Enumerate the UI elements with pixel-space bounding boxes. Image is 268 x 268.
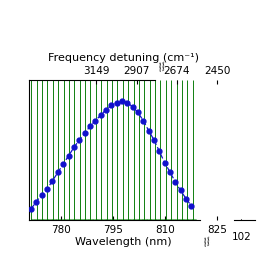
X-axis label: Wavelength (nm): Wavelength (nm): [75, 237, 172, 247]
Text: //: //: [158, 62, 167, 73]
Text: 102: 102: [232, 232, 252, 242]
Text: //: //: [202, 236, 211, 248]
X-axis label: Frequency detuning (cm⁻¹): Frequency detuning (cm⁻¹): [48, 53, 199, 63]
